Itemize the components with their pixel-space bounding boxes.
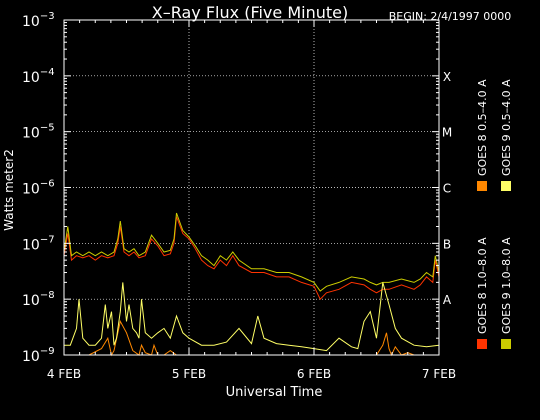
y-tick-label: 10−8 xyxy=(22,290,55,309)
y-tick-exponent: −7 xyxy=(40,234,55,245)
y-tick-exponent: −9 xyxy=(40,346,55,357)
grid-lines xyxy=(64,20,439,355)
legend-swatch-4 xyxy=(501,181,511,191)
legend-label-3: GOES 9 1.0–8.0 A xyxy=(500,237,513,334)
chart-title: X–Ray Flux (Five Minute) xyxy=(152,3,348,22)
flare-class-label-b: B xyxy=(443,237,451,251)
legend-label-1: GOES 8 1.0–8.0 A xyxy=(476,237,489,334)
flare-class-label-m: M xyxy=(442,126,452,140)
y-tick-label: 10−3 xyxy=(22,11,55,30)
y-tick-label: 10−9 xyxy=(22,346,55,365)
x-tick-label: 5 FEB xyxy=(172,367,206,381)
data-series xyxy=(63,212,440,357)
y-axis-label: Watts meter2 xyxy=(2,149,16,231)
y-tick-label: 10−5 xyxy=(22,123,55,142)
y-tick-exponent: −4 xyxy=(40,67,55,78)
legend-swatch-1 xyxy=(477,339,487,349)
x-tick-label: 7 FEB xyxy=(422,367,456,381)
y-tick-exponent: −8 xyxy=(40,290,55,301)
flare-class-label-c: C xyxy=(443,182,451,196)
x-tick-label: 6 FEB xyxy=(297,367,331,381)
series-line-2 xyxy=(76,319,415,357)
legend-label-2: GOES 8 0.5–4.0 A xyxy=(476,79,489,176)
flare-class-label-x: X xyxy=(443,70,451,84)
flare-class-label-a: A xyxy=(443,293,452,307)
y-tick-exponent: −3 xyxy=(40,11,55,22)
legend-label-4: GOES 9 0.5–4.0 A xyxy=(500,79,513,176)
legend-swatch-3 xyxy=(501,339,511,349)
y-tick-base: 10 xyxy=(22,14,40,30)
y-tick-base: 10 xyxy=(22,182,40,198)
y-tick-base: 10 xyxy=(22,126,40,142)
y-tick-label: 10−6 xyxy=(22,179,55,198)
series-line-4 xyxy=(64,282,440,352)
series-line-1 xyxy=(63,216,440,301)
y-tick-base: 10 xyxy=(22,293,40,309)
y-tick-base: 10 xyxy=(22,237,40,253)
legend-swatch-2 xyxy=(477,181,487,191)
begin-label: BEGIN: 2/4/1997 0000 xyxy=(389,10,512,23)
y-tick-base: 10 xyxy=(22,70,40,86)
y-tick-base: 10 xyxy=(22,349,40,365)
y-tick-exponent: −6 xyxy=(40,179,55,190)
series-line-3 xyxy=(63,212,440,292)
y-tick-label: 10−4 xyxy=(22,67,55,86)
y-tick-label: 10−7 xyxy=(22,234,55,253)
y-tick-exponent: −5 xyxy=(40,123,55,134)
x-axis-label: Universal Time xyxy=(226,385,323,400)
x-tick-label: 4 FEB xyxy=(47,367,81,381)
legend: GOES 8 1.0–8.0 A GOES 8 0.5–4.0 A GOES 9 1… xyxy=(476,79,513,349)
